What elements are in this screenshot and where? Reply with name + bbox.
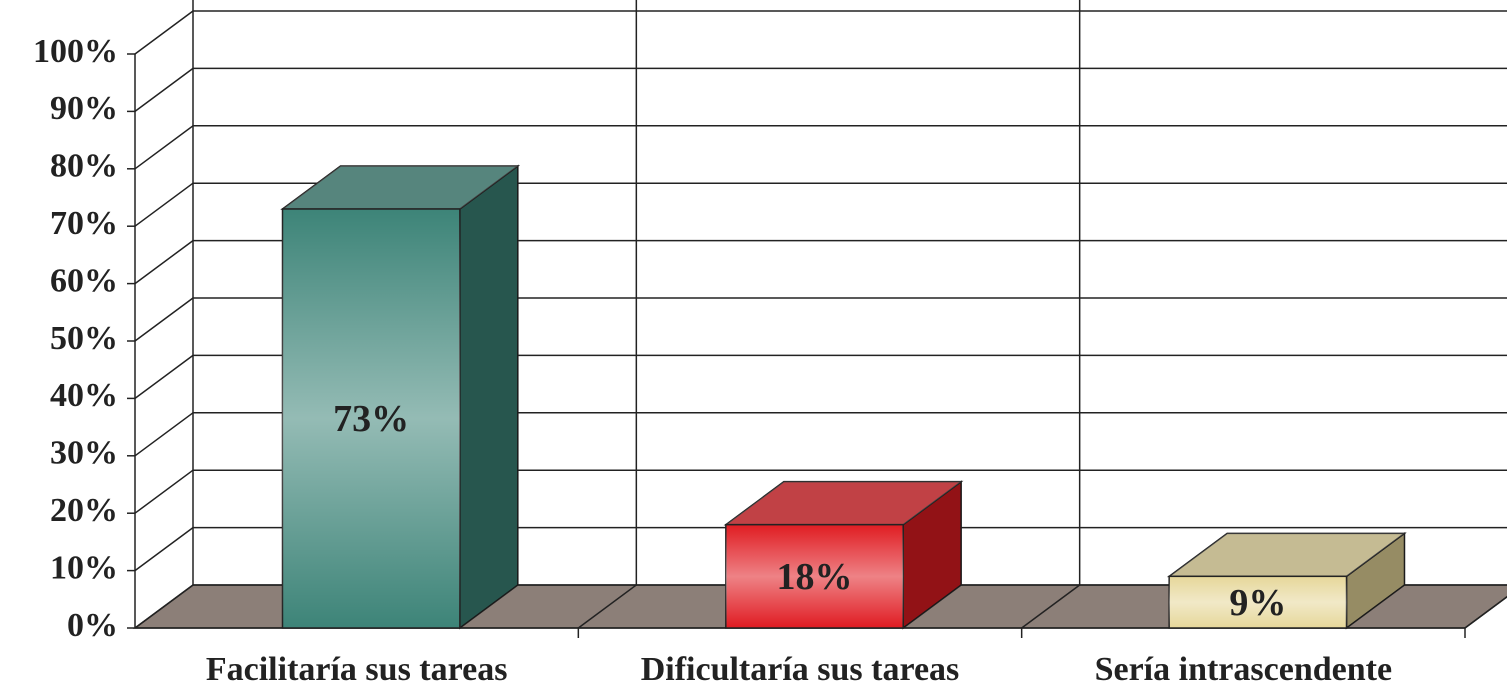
y-tick-label: 70% — [50, 205, 118, 242]
bar-side-shade — [903, 481, 962, 628]
y-tick-label: 40% — [50, 377, 118, 414]
grid-line — [134, 297, 194, 342]
bar — [1166, 531, 1407, 630]
value-label: 9% — [1229, 582, 1286, 624]
y-tick-label: 20% — [50, 492, 118, 529]
divider — [1021, 584, 1081, 629]
y-tick-label: 0% — [67, 607, 118, 644]
bar-side-shade — [459, 165, 518, 629]
y-tick-label: 10% — [50, 549, 118, 586]
bar-shine — [282, 208, 460, 629]
bar — [280, 164, 521, 630]
grid-line — [134, 239, 194, 285]
grid-line — [134, 526, 194, 572]
value-label: 18% — [777, 556, 853, 598]
x-tick-label: Facilitaría sus tareas — [206, 651, 508, 688]
value-label: 73% — [333, 398, 409, 440]
bar-top-shade — [282, 165, 518, 209]
bar-shine — [725, 524, 904, 628]
bar-top-shade — [1169, 533, 1405, 577]
grid-line — [134, 182, 194, 227]
y-tick-label: 60% — [50, 262, 118, 299]
grid-line — [134, 469, 194, 514]
grid-line — [134, 584, 194, 629]
grid-line — [134, 67, 194, 113]
divider — [577, 584, 637, 629]
y-tick-label: 50% — [50, 320, 118, 357]
y-tick-label: 30% — [50, 435, 118, 472]
y-tick-label: 90% — [50, 90, 118, 127]
y-tick-label: 100% — [33, 33, 118, 70]
bar-side-shade — [1346, 533, 1405, 628]
grid-line — [134, 125, 194, 170]
x-tick-label: Dificultaría sus tareas — [641, 651, 960, 688]
divider — [1464, 595, 1507, 629]
bar-top-shade — [725, 481, 962, 525]
y-tick-label: 80% — [50, 148, 118, 185]
grid-line — [134, 412, 194, 457]
bar-shine — [1169, 576, 1347, 628]
grid-line — [134, 10, 194, 55]
x-tick-label: Sería intrascendente — [1095, 651, 1392, 688]
grid-line — [134, 354, 194, 400]
bar — [723, 480, 964, 630]
